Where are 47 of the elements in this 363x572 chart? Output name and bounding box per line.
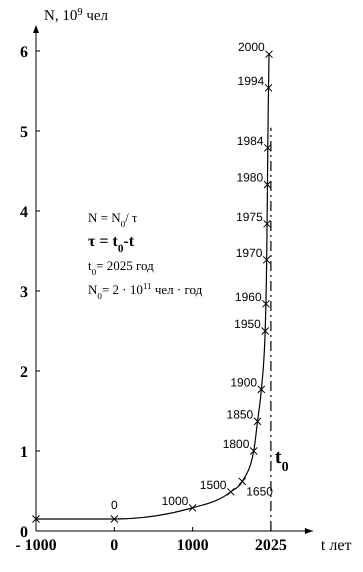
- annotation: 2000: [238, 40, 266, 54]
- annotation: 1850: [226, 407, 254, 422]
- point: [188, 504, 197, 512]
- y-tick-label: 4: [20, 204, 28, 221]
- x-tick-label: 0: [110, 537, 118, 554]
- annotation: 1970: [236, 246, 263, 260]
- y-tick-label: 2: [20, 364, 28, 381]
- annotation: N = N$_{0}$/ τ: [88, 210, 138, 229]
- point: [32, 515, 40, 523]
- annotation: 1650: [246, 484, 274, 498]
- point: [264, 84, 273, 92]
- annotation: 1994: [238, 74, 265, 88]
- point: [226, 488, 235, 496]
- y-axis-title: N, 10$^{9}$ чел: [44, 6, 109, 24]
- point: [261, 327, 270, 335]
- ref-line-label: t$_{0}$: [274, 446, 289, 474]
- x-tick-label: 1000: [176, 537, 209, 554]
- point: [238, 477, 246, 486]
- y-tick-label: 3: [20, 284, 28, 301]
- annotation: 1950: [234, 317, 262, 331]
- y-tick-label: 1: [20, 444, 28, 461]
- annotation: 1500: [200, 478, 227, 492]
- point: [264, 144, 272, 152]
- point: [250, 447, 258, 455]
- annotation: t$_{0}$= 2025 год: [88, 258, 154, 277]
- annotation: N$_{0}$= 2 · 10$^{11}$ чел · год: [88, 281, 203, 301]
- annotation: 1980: [236, 170, 264, 185]
- point: [264, 50, 273, 58]
- point: [110, 515, 118, 523]
- y-tick-label: 6: [20, 44, 28, 61]
- point: [263, 220, 272, 228]
- point: [262, 300, 270, 308]
- annotation: 1984: [236, 134, 264, 148]
- x-tick-label: 2025: [254, 537, 287, 554]
- annotation: 1975: [236, 210, 264, 224]
- y-tick-label: 5: [20, 124, 28, 141]
- annotation: 0: [111, 498, 118, 512]
- point: [262, 256, 271, 264]
- x-axis-title: t лет: [320, 537, 352, 554]
- annotation: 1960: [234, 290, 262, 304]
- annotation: τ = t$_{0}$-t: [88, 233, 135, 255]
- annotation: 1000: [162, 494, 189, 508]
- annotation: 1900: [230, 375, 258, 390]
- point: [257, 385, 266, 394]
- point: [254, 417, 262, 426]
- annotation: 1800: [222, 437, 250, 451]
- point: [263, 180, 272, 189]
